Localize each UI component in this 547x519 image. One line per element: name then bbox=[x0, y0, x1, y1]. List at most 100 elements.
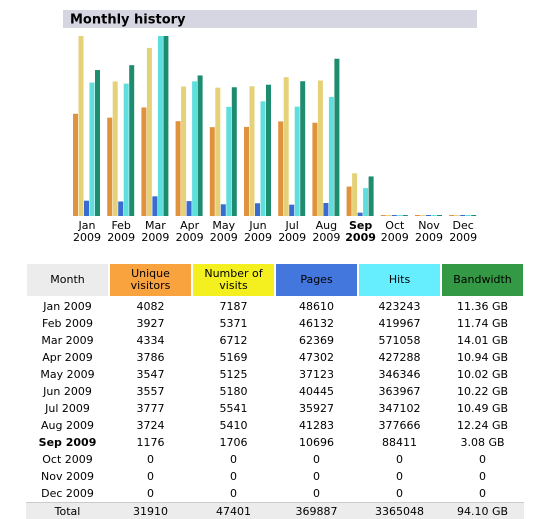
x-tick-label: Dec 2009 bbox=[449, 219, 478, 244]
value-cell: 0 bbox=[396, 453, 403, 466]
value-cell: 10.22 GB bbox=[456, 385, 509, 398]
bar bbox=[397, 215, 403, 216]
x-tick-label: Jan 2009 bbox=[73, 219, 101, 244]
value-cell: 14.01 GB bbox=[456, 334, 509, 347]
table-row: Jan 2009 4082 7187 48610 423243 11.36 GB bbox=[26, 297, 524, 315]
bar bbox=[244, 126, 249, 216]
value-cell: 4082 bbox=[136, 300, 165, 313]
table-row: Nov 2009 0 0 0 0 0 bbox=[26, 468, 524, 485]
x-tick-label: Oct 2009 bbox=[380, 219, 409, 244]
value-cell: 419967 bbox=[378, 317, 421, 330]
x-tick-label: Nov 2009 bbox=[415, 219, 443, 244]
x-tick-label: Apr 2009 bbox=[175, 219, 204, 244]
bar bbox=[312, 122, 318, 216]
chart: Monthly history bbox=[63, 10, 477, 217]
bar bbox=[454, 215, 460, 216]
table-row: Jun 2009 3557 5180 40445 363967 10.22 GB bbox=[26, 383, 524, 400]
bar bbox=[328, 96, 334, 216]
column-header: Bandwidth bbox=[440, 262, 525, 298]
bar bbox=[471, 215, 477, 216]
value-cell: 10.02 GB bbox=[456, 368, 509, 381]
value-cell: 3724 bbox=[136, 419, 165, 432]
month-cell: Jul 2009 bbox=[45, 402, 90, 415]
x-tick-label: Mar 2009 bbox=[141, 219, 170, 244]
history-table: Month Unique visitors Number of visits Page… bbox=[25, 262, 525, 519]
value-cell: 5541 bbox=[219, 402, 248, 415]
value-cell: 3.08 GB bbox=[460, 436, 505, 449]
value-cell: 0 bbox=[313, 487, 320, 500]
title-bar bbox=[63, 10, 477, 28]
bar bbox=[112, 81, 118, 216]
bar bbox=[123, 83, 129, 217]
bar bbox=[226, 106, 232, 216]
month-cell: Feb 2009 bbox=[42, 317, 93, 330]
table-row: Dec 2009 0 0 0 0 0 bbox=[26, 485, 524, 503]
value-cell: 0 bbox=[147, 453, 154, 466]
bar bbox=[192, 81, 198, 216]
value-cell: 346346 bbox=[378, 368, 421, 381]
value-cell: 363967 bbox=[378, 385, 421, 398]
column-header: Number of visits bbox=[191, 262, 276, 298]
total-cell: 369887 bbox=[275, 502, 358, 519]
bar bbox=[437, 215, 442, 216]
month-cell: Jan 2009 bbox=[43, 300, 92, 313]
bar bbox=[175, 121, 181, 216]
value-cell: 1176 bbox=[136, 436, 165, 449]
x-tick-label: Feb 2009 bbox=[107, 219, 136, 244]
value-cell: 88411 bbox=[382, 436, 417, 449]
table-row: Oct 2009 0 0 0 0 0 bbox=[26, 451, 524, 468]
column-header: Hits bbox=[357, 262, 442, 298]
bar bbox=[368, 176, 374, 216]
bar bbox=[300, 81, 306, 216]
bar bbox=[141, 107, 147, 216]
bar bbox=[220, 204, 226, 216]
value-cell: 0 bbox=[479, 487, 486, 500]
value-cell: 5180 bbox=[219, 385, 248, 398]
value-cell: 0 bbox=[230, 470, 237, 483]
bar bbox=[352, 173, 358, 216]
month-cell: Oct 2009 bbox=[42, 453, 93, 466]
value-cell: 4334 bbox=[136, 334, 165, 347]
table-row: May 2009 3547 5125 37123 346346 10.02 GB bbox=[26, 366, 524, 383]
month-cell: Sep 2009 bbox=[38, 436, 97, 449]
bar bbox=[460, 215, 466, 216]
value-cell: 5410 bbox=[219, 419, 248, 432]
table-row: Feb 2009 3927 5371 46132 419967 11.74 GB bbox=[26, 315, 524, 332]
bar bbox=[380, 215, 386, 216]
column-header: Unique visitors bbox=[108, 262, 193, 298]
bar bbox=[415, 215, 420, 216]
column-header: Month bbox=[25, 262, 110, 298]
value-cell: 5125 bbox=[219, 368, 248, 381]
x-tick-label: Jul 2009 bbox=[278, 219, 307, 244]
bar bbox=[402, 215, 408, 216]
bar bbox=[317, 80, 323, 216]
bar bbox=[386, 215, 392, 216]
month-cell: Jun 2009 bbox=[43, 385, 92, 398]
x-tick-label: Jun 2009 bbox=[244, 219, 272, 244]
bar bbox=[346, 186, 352, 216]
bar bbox=[197, 75, 203, 216]
bar bbox=[278, 121, 284, 216]
value-cell: 47302 bbox=[299, 351, 334, 364]
value-cell: 347102 bbox=[378, 402, 421, 415]
bar bbox=[118, 201, 124, 216]
x-tick-label: Aug 2009 bbox=[312, 219, 341, 244]
bar bbox=[294, 106, 300, 216]
value-cell: 0 bbox=[479, 453, 486, 466]
x-tick-label: May 2009 bbox=[209, 219, 238, 244]
value-cell: 3547 bbox=[136, 368, 165, 381]
bar bbox=[215, 87, 221, 216]
total-label: Total bbox=[26, 502, 109, 519]
month-cell: Dec 2009 bbox=[41, 487, 94, 500]
table-row: Aug 2009 3724 5410 41283 377666 12.24 GB bbox=[26, 417, 524, 434]
value-cell: 3557 bbox=[136, 385, 165, 398]
value-cell: 0 bbox=[313, 470, 320, 483]
month-cell: Nov 2009 bbox=[41, 470, 94, 483]
value-cell: 0 bbox=[313, 453, 320, 466]
value-cell: 48610 bbox=[299, 300, 334, 313]
bar bbox=[78, 36, 84, 216]
value-cell: 62369 bbox=[299, 334, 334, 347]
value-cell: 10.49 GB bbox=[456, 402, 509, 415]
table-row: Mar 2009 4334 6712 62369 571058 14.01 GB bbox=[26, 332, 524, 349]
